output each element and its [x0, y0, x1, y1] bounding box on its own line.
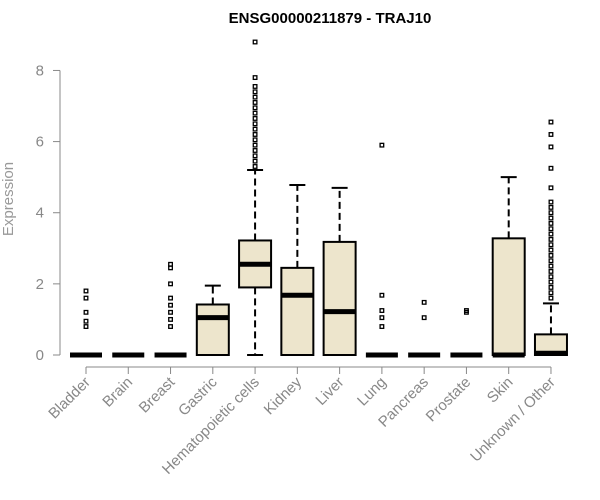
x-tick-label: Prostate — [423, 374, 475, 426]
outlier-point — [168, 261, 173, 267]
outlier-point — [168, 309, 173, 315]
outlier-point — [83, 318, 89, 324]
outlier-point — [252, 164, 258, 169]
box-group — [70, 288, 102, 358]
outlier-point — [168, 302, 173, 308]
x-tick-label: Lung — [354, 374, 390, 410]
box — [322, 240, 357, 357]
y-tick-label: 2 — [36, 276, 44, 293]
box — [280, 266, 315, 356]
outlier-point — [252, 142, 258, 148]
box-group — [408, 299, 441, 358]
box — [195, 303, 230, 357]
outlier-point — [548, 165, 554, 171]
outlier-point — [83, 309, 89, 315]
outlier-point — [379, 308, 385, 313]
x-tick-label: Liver — [312, 374, 347, 409]
outlier-point — [421, 315, 427, 321]
outlier-point — [252, 132, 258, 137]
outlier-point — [548, 258, 554, 264]
outlier-point — [168, 281, 173, 287]
outlier-point — [548, 242, 554, 248]
outlier-point — [252, 94, 258, 100]
outlier-point — [252, 121, 258, 127]
outlier-point — [548, 284, 554, 290]
outlier-point — [83, 295, 89, 301]
outlier-point — [252, 89, 258, 95]
outlier-point — [168, 316, 173, 322]
outlier-point — [548, 119, 554, 125]
outlier-point — [379, 292, 385, 298]
outlier-point — [252, 100, 258, 105]
outlier-point — [548, 247, 554, 253]
outlier-point — [548, 185, 554, 191]
outlier-point — [548, 132, 554, 137]
x-tick-label: Kidney — [261, 373, 306, 418]
outlier-point — [548, 268, 554, 274]
outlier-point — [252, 84, 258, 89]
outlier-point — [548, 215, 554, 221]
box-group — [533, 119, 568, 356]
outlier-point — [252, 153, 258, 159]
box-group — [154, 261, 187, 358]
outlier-point — [252, 110, 258, 116]
outlier-point — [548, 144, 554, 150]
x-tick-label: Breast — [136, 373, 179, 416]
outlier-point — [252, 158, 258, 164]
x-tick-label: Skin — [484, 374, 517, 407]
outlier-point — [463, 308, 469, 313]
y-tick-label: 6 — [36, 134, 44, 151]
outlier-point — [548, 279, 554, 285]
y-axis: 0 2 4 6 8 — [36, 62, 61, 364]
outlier-point — [548, 252, 554, 258]
box-group — [450, 308, 483, 358]
outlier-point — [548, 231, 554, 237]
box-group — [491, 176, 526, 358]
y-tick-label: 4 — [36, 205, 44, 222]
box-group — [195, 284, 230, 357]
outlier-point — [252, 116, 258, 121]
box — [491, 237, 526, 356]
outlier-point — [548, 274, 554, 280]
outlier-point — [168, 295, 173, 301]
outlier-point — [548, 199, 554, 205]
box-group — [238, 39, 273, 356]
outlier-point — [379, 315, 385, 321]
outlier-point — [548, 236, 554, 242]
outlier-point — [548, 220, 554, 226]
outlier-point — [548, 210, 554, 216]
outlier-point — [548, 226, 554, 232]
outlier-point — [548, 290, 554, 296]
outlier-point — [379, 324, 385, 329]
y-tick-label: 0 — [36, 347, 44, 364]
x-tick-label: Bladder — [45, 374, 94, 423]
outlier-point — [252, 75, 258, 81]
outlier-point — [83, 288, 89, 294]
outlier-point — [421, 299, 427, 305]
outlier-point — [252, 105, 258, 111]
outlier-point — [252, 148, 258, 153]
plot-area — [70, 39, 568, 358]
y-axis-label: Expression — [0, 162, 17, 236]
y-tick-label: 8 — [36, 62, 44, 79]
box-group — [322, 186, 357, 357]
x-tick-label: Brain — [99, 374, 136, 411]
outlier-point — [252, 126, 258, 132]
box-group — [365, 142, 398, 358]
chart-title: ENSG00000211879 - TRAJ10 — [229, 10, 432, 27]
outlier-point — [252, 39, 258, 45]
outlier-point — [379, 142, 385, 148]
box-group — [280, 183, 315, 356]
outlier-point — [168, 324, 173, 329]
outlier-point — [548, 263, 554, 269]
outlier-point — [548, 295, 554, 301]
outlier-point — [548, 204, 554, 210]
outlier-point — [83, 324, 89, 329]
outlier-point — [252, 137, 258, 143]
